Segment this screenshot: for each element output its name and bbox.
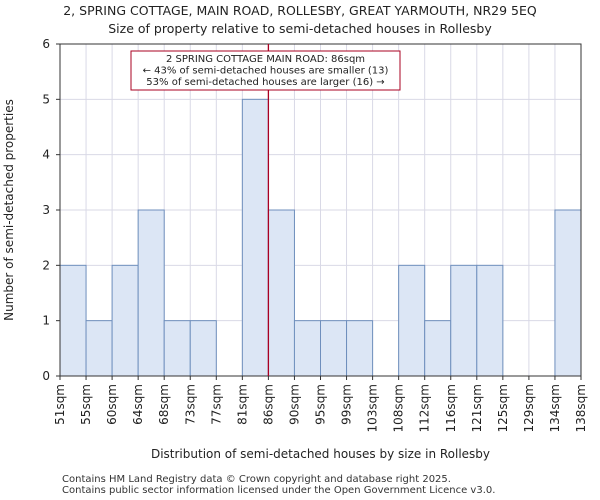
x-tick-label: 81sqm xyxy=(235,384,249,425)
bar-90sqm xyxy=(293,320,322,377)
x-tick-label: 112sqm xyxy=(418,384,432,432)
y-tick-label: 0 xyxy=(42,369,50,383)
annotation-line-1: 2 SPRING COTTAGE MAIN ROAD: 86sqm xyxy=(166,54,365,65)
x-tick-label: 138sqm xyxy=(574,384,588,432)
bar-121sqm xyxy=(476,264,504,377)
x-tick-label: 51sqm xyxy=(53,384,67,425)
annotation-line-3: 53% of semi-detached houses are larger (… xyxy=(146,77,384,88)
bar-99sqm xyxy=(346,320,374,377)
x-tick-label: 86sqm xyxy=(261,384,275,425)
x-tick-label: 134sqm xyxy=(548,384,562,432)
annotation-line-2: ← 43% of semi-detached houses are smalle… xyxy=(143,66,389,77)
x-tick-label: 95sqm xyxy=(314,384,328,425)
annotation-box xyxy=(130,50,401,91)
bar-64sqm xyxy=(137,209,165,377)
x-tick-label: 121sqm xyxy=(470,384,484,432)
y-tick-label: 2 xyxy=(42,258,50,272)
bar-116sqm xyxy=(450,264,478,377)
x-tick-label: 129sqm xyxy=(522,384,536,432)
x-tick-label: 60sqm xyxy=(105,384,119,425)
y-tick-label: 5 xyxy=(42,92,50,106)
bar-73sqm xyxy=(189,320,217,377)
x-tick-label: 125sqm xyxy=(496,384,510,432)
bar-68sqm xyxy=(163,320,191,377)
y-tick-label: 1 xyxy=(42,314,50,328)
x-tick-label: 73sqm xyxy=(183,384,197,425)
x-axis-label: Distribution of semi-detached houses by … xyxy=(151,447,490,461)
bar-95sqm xyxy=(320,320,348,377)
y-axis-label: Number of semi-detached properties xyxy=(2,99,16,321)
x-tick-label: 55sqm xyxy=(79,384,93,425)
x-tick-label: 108sqm xyxy=(392,384,406,432)
x-tick-label: 64sqm xyxy=(131,384,145,425)
bar-86sqm xyxy=(267,209,295,377)
bar-55sqm xyxy=(85,320,113,377)
bar-81sqm xyxy=(241,98,269,377)
x-tick-label: 68sqm xyxy=(157,384,171,425)
bar-51sqm xyxy=(59,264,87,377)
footer-line-1: Contains HM Land Registry data © Crown c… xyxy=(62,474,451,485)
bar-60sqm xyxy=(111,264,139,377)
x-tick-label: 90sqm xyxy=(287,384,301,425)
chart-subtitle: Size of property relative to semi-detach… xyxy=(108,21,492,36)
bar-112sqm xyxy=(424,320,452,377)
chart-title: 2, SPRING COTTAGE, MAIN ROAD, ROLLESBY, … xyxy=(63,3,537,18)
x-tick-label: 103sqm xyxy=(366,384,380,432)
bar-chart: 0 1 2 3 4 5 6 51sqm 55sqm 60sqm 64sqm 68sqm 73sqm 77s… xyxy=(2,37,588,461)
bar-108sqm xyxy=(398,264,426,377)
footer-line-2: Contains public sector information licen… xyxy=(62,485,496,496)
y-tick-label: 6 xyxy=(42,37,50,51)
x-tick-label: 77sqm xyxy=(209,384,223,425)
y-tick-label: 4 xyxy=(42,148,50,162)
x-tick-label: 116sqm xyxy=(444,384,458,432)
y-tick-label: 3 xyxy=(42,203,50,217)
bar-134sqm xyxy=(554,209,582,377)
x-tick-label: 99sqm xyxy=(340,384,354,425)
